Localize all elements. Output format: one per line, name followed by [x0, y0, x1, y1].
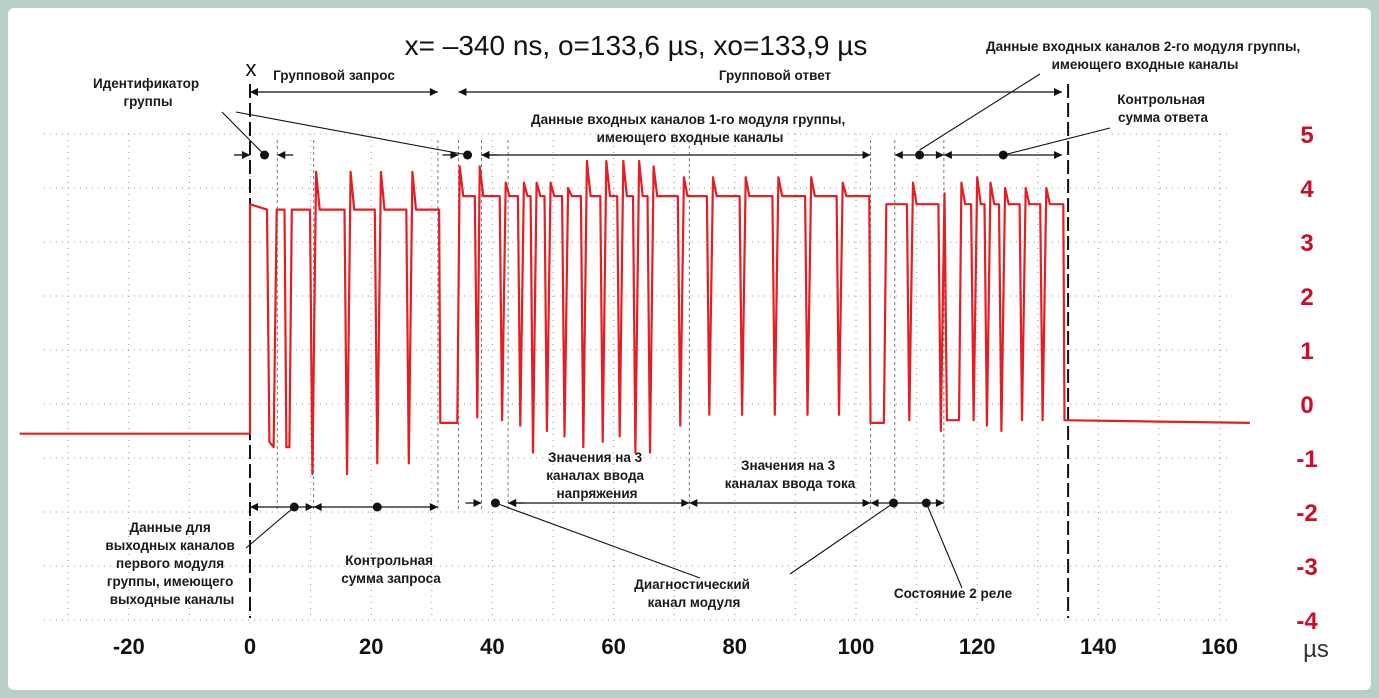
dimension-arrow-right [681, 499, 690, 507]
dimension-markers [234, 88, 1063, 512]
leader-line [1003, 127, 1111, 156]
dimension-arrow-right [1054, 151, 1063, 159]
y-tick-label: 3 [1300, 230, 1313, 257]
x-tick-label: 160 [1201, 634, 1238, 659]
dimension-arrow-right [473, 499, 482, 507]
x-tick-label: 20 [359, 634, 383, 659]
dimension-arrow-right [450, 151, 459, 159]
label-module2-inputs: Данные входных каналов 2-го модуля групп… [986, 39, 1304, 72]
dimension-arrow-left [250, 88, 258, 96]
label-request-checksum-line-2: сумма запроса [341, 571, 441, 586]
label-group-id-line-1: Идентификатор [93, 76, 199, 91]
x-tick-label: 100 [838, 634, 875, 659]
dimension-arrow-right [429, 503, 438, 511]
label-module1-inputs: Данные входных каналов 1-го модуля групп… [531, 112, 849, 145]
dimension-arrow-left [313, 503, 322, 511]
leader-line [919, 73, 1041, 151]
dimension-arrow-left [458, 88, 467, 96]
label-diagnostic-line-2: канал модуля [648, 595, 741, 610]
x-axis-unit: µs [1303, 636, 1329, 663]
label-group-id-line-2: группы [123, 94, 172, 109]
dimension-dot [915, 150, 925, 160]
label-relay-state: Состояние 2 реле [894, 586, 1013, 601]
leader-line [235, 111, 468, 156]
signal-line [19, 159, 1250, 476]
dimension-arrow-left [943, 151, 952, 159]
label-group-response: Групповой ответ [719, 68, 832, 83]
x-tick-label: 120 [959, 634, 996, 659]
label-current-values: Значения на 3 каналах ввода тока [725, 458, 856, 491]
leader-line [221, 111, 265, 156]
x-tick-label: -20 [113, 634, 145, 659]
label-current-values-line-2: каналах ввода тока [725, 476, 856, 491]
dimension-arrow-left [689, 499, 698, 507]
x-tick-label: 60 [601, 634, 625, 659]
y-tick-label: -1 [1296, 446, 1317, 473]
y-axis-ticks: 5 4 3 2 1 0 -1 -2 -3 -4 [1296, 122, 1318, 635]
y-tick-label: -2 [1296, 500, 1317, 527]
y-tick-label: 2 [1300, 284, 1313, 311]
label-module2-inputs-line-1: Данные входных каналов 2-го модуля групп… [986, 39, 1300, 54]
label-voltage-values-line-1: Значения на 3 [548, 450, 643, 465]
y-tick-label: 5 [1300, 122, 1313, 149]
x-tick-label: 40 [480, 634, 504, 659]
dimension-arrow-right [862, 151, 871, 159]
y-tick-label: -3 [1296, 554, 1317, 581]
x-tick-label: 0 [244, 634, 256, 659]
label-module1-inputs-line-1: Данные входных каналов 1-го модуля групп… [531, 112, 845, 127]
signal-trace [19, 159, 1250, 476]
label-module1-inputs-line-2: имеющего входные каналы [597, 130, 784, 145]
label-output-data-line-2: выходных каналов [105, 538, 234, 553]
dimension-dot [372, 502, 382, 512]
leader-line [495, 502, 701, 579]
chart-frame [8, 8, 1371, 690]
y-tick-label: 0 [1300, 392, 1313, 419]
dimension-arrow-left [870, 499, 879, 507]
label-voltage-values-line-2: каналах ввода [546, 468, 644, 483]
dimension-arrow-right [935, 151, 944, 159]
dimension-arrow-left [894, 151, 903, 159]
leader-line [925, 502, 963, 589]
label-request-checksum-line-1: Контрольная [345, 553, 433, 568]
label-voltage-values: Значения на 3 каналах ввода напряжения [546, 450, 648, 501]
y-tick-label: -4 [1296, 608, 1318, 635]
label-output-data-line-5: выходные каналы [110, 592, 235, 607]
dimension-arrow-right [305, 503, 314, 511]
dimension-arrow-right [242, 151, 250, 159]
label-output-data: Данные для выходных каналов первого моду… [105, 520, 238, 607]
x-axis-ticks: -20 0 20 40 60 80 100 120 140 160 [113, 634, 1238, 659]
cursor-readout: x= –340 ns, o=133,6 µs, xo=133,9 µs [405, 30, 868, 61]
label-diagnostic-line-1: Диагностический [634, 577, 750, 592]
leader-line [245, 506, 295, 549]
label-response-checksum-line-2: сумма ответа [1118, 110, 1208, 125]
label-request-checksum: Контрольная сумма запроса [341, 553, 441, 586]
dimension-arrow-left [277, 151, 286, 159]
dimension-arrow-right [429, 88, 438, 96]
dimension-arrow-left [250, 503, 258, 511]
y-tick-label: 4 [1300, 176, 1314, 203]
label-diagnostic: Диагностический канал модуля [634, 577, 754, 610]
dimension-arrow-right [862, 499, 871, 507]
annotation-leaders [221, 73, 1111, 589]
label-response-checksum: Контрольная сумма ответа [1117, 92, 1209, 125]
cursor-x-label: x [246, 56, 257, 81]
dimension-arrow-right [935, 499, 944, 507]
label-module2-inputs-line-2: имеющего входные каналы [1052, 57, 1239, 72]
label-group-request: Групповой запрос [273, 68, 395, 83]
label-output-data-line-1: Данные для [129, 520, 210, 535]
dimension-arrow-right [1054, 88, 1063, 96]
label-group-id: Идентификатор группы [93, 76, 203, 109]
label-output-data-line-4: группы, имеющего [107, 574, 233, 589]
y-tick-label: 1 [1300, 338, 1313, 365]
label-output-data-line-3: первого модуля [116, 556, 224, 571]
label-voltage-values-line-3: напряжения [557, 486, 638, 501]
x-tick-label: 140 [1080, 634, 1117, 659]
leader-line [789, 502, 894, 575]
label-current-values-line-1: Значения на 3 [741, 458, 836, 473]
x-tick-label: 80 [723, 634, 747, 659]
dimension-arrow-left [481, 151, 490, 159]
dimension-arrow-left [508, 499, 517, 507]
label-response-checksum-line-1: Контрольная [1117, 92, 1205, 107]
